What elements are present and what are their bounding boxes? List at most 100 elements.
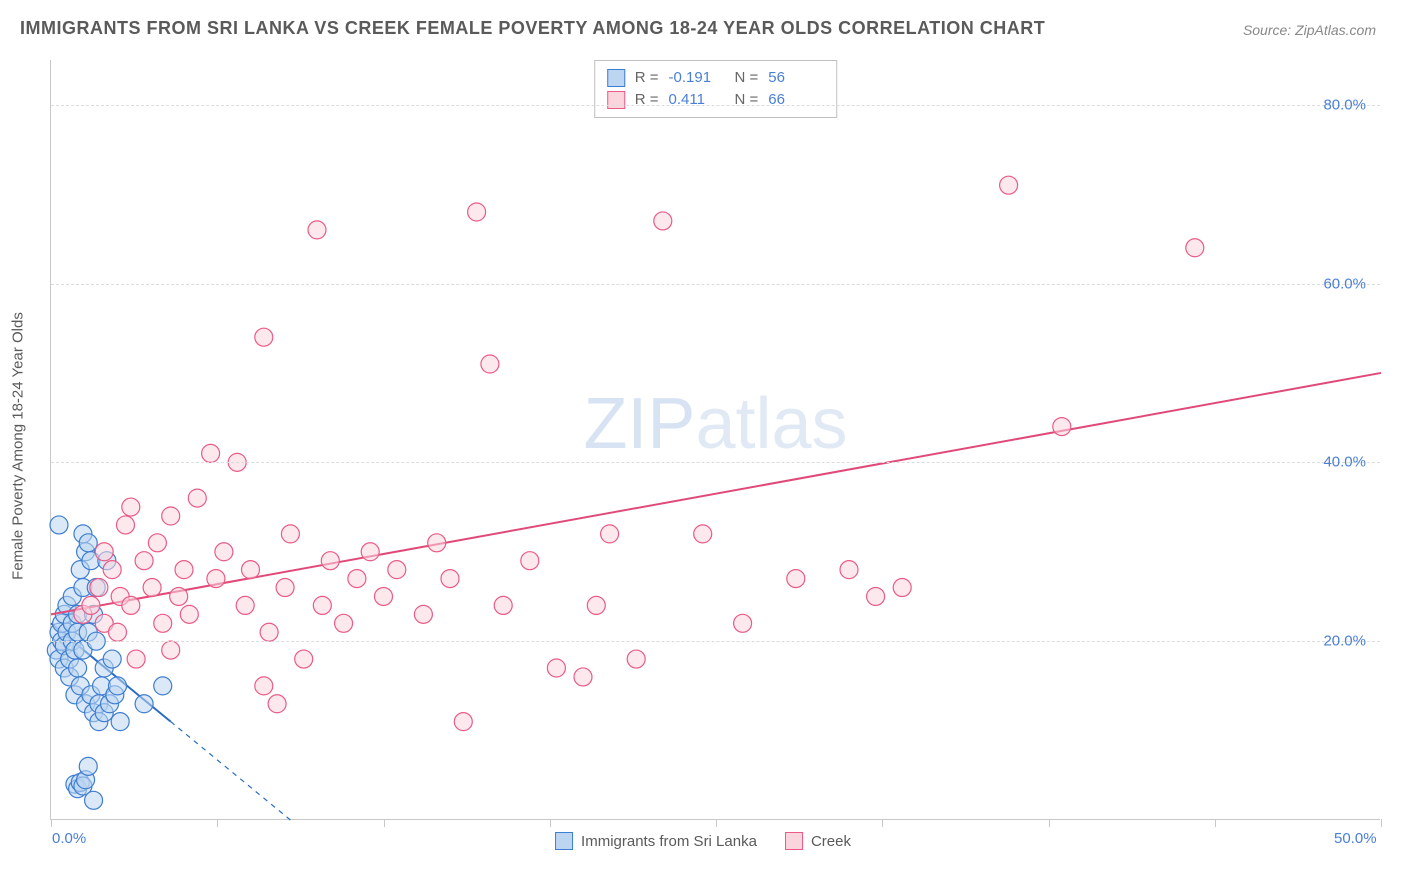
x-tick <box>1381 819 1382 827</box>
data-point <box>654 212 672 230</box>
data-point <box>428 534 446 552</box>
gridline <box>51 641 1380 642</box>
data-point <box>441 570 459 588</box>
r-legend-row: R = -0.191 N = 56 <box>607 67 825 89</box>
x-tick <box>1049 819 1050 827</box>
data-point <box>321 552 339 570</box>
swatch-icon <box>555 832 573 850</box>
correlation-legend-box: R = -0.191 N = 56 R = 0.411 N = 66 <box>594 60 838 118</box>
data-point <box>694 525 712 543</box>
x-tick <box>550 819 551 827</box>
gridline <box>51 105 1380 106</box>
data-point <box>162 507 180 525</box>
n-value: 56 <box>768 67 824 89</box>
x-tick-label: 50.0% <box>1334 830 1377 847</box>
data-point <box>260 623 278 641</box>
y-tick-label: 40.0% <box>1323 454 1366 471</box>
data-point <box>95 543 113 561</box>
data-point <box>103 650 121 668</box>
data-point <box>787 570 805 588</box>
source-attribution: Source: ZipAtlas.com <box>1243 22 1376 38</box>
data-point <box>414 605 432 623</box>
y-tick-label: 60.0% <box>1323 275 1366 292</box>
data-point <box>207 570 225 588</box>
data-point <box>255 328 273 346</box>
chart-title: IMMIGRANTS FROM SRI LANKA VS CREEK FEMAL… <box>20 18 1045 39</box>
data-point <box>135 552 153 570</box>
r-label: R = <box>635 89 659 111</box>
trend-line-dashed <box>171 722 291 820</box>
gridline <box>51 462 1380 463</box>
data-point <box>494 596 512 614</box>
data-point <box>734 614 752 632</box>
data-point <box>116 516 134 534</box>
data-point <box>135 695 153 713</box>
n-label: N = <box>735 67 759 89</box>
data-point <box>109 677 127 695</box>
data-point <box>454 713 472 731</box>
data-point <box>79 534 97 552</box>
x-tick <box>51 819 52 827</box>
data-point <box>361 543 379 561</box>
r-legend-row: R = 0.411 N = 66 <box>607 89 825 111</box>
data-point <box>143 579 161 597</box>
x-tick <box>882 819 883 827</box>
data-point <box>122 498 140 516</box>
data-point <box>127 650 145 668</box>
data-point <box>170 587 188 605</box>
data-point <box>627 650 645 668</box>
data-point <box>122 596 140 614</box>
swatch-icon <box>607 91 625 109</box>
data-point <box>90 579 108 597</box>
data-point <box>255 677 273 695</box>
swatch-icon <box>785 832 803 850</box>
data-point <box>547 659 565 677</box>
data-point <box>162 641 180 659</box>
data-point <box>1053 418 1071 436</box>
data-point <box>281 525 299 543</box>
legend-label: Creek <box>811 833 851 850</box>
data-point <box>867 587 885 605</box>
data-point <box>375 587 393 605</box>
data-point <box>1000 176 1018 194</box>
r-value: -0.191 <box>669 67 725 89</box>
n-value: 66 <box>768 89 824 111</box>
legend-label: Immigrants from Sri Lanka <box>581 833 757 850</box>
scatter-svg <box>51 60 1380 819</box>
data-point <box>348 570 366 588</box>
data-point <box>468 203 486 221</box>
data-point <box>601 525 619 543</box>
data-point <box>215 543 233 561</box>
data-point <box>268 695 286 713</box>
data-point <box>180 605 198 623</box>
chart-plot-area: ZIPatlas R =-0.191N =56R =0.411N =66 20.… <box>50 60 1380 820</box>
y-tick-label: 20.0% <box>1323 633 1366 650</box>
data-point <box>154 677 172 695</box>
series-legend: Immigrants from Sri Lanka Creek <box>555 832 851 850</box>
y-axis-label: Female Poverty Among 18-24 Year Olds <box>10 312 27 580</box>
data-point <box>154 614 172 632</box>
data-point <box>69 659 87 677</box>
data-point <box>175 561 193 579</box>
legend-item: Creek <box>785 832 851 850</box>
swatch-icon <box>607 69 625 87</box>
data-point <box>840 561 858 579</box>
data-point <box>388 561 406 579</box>
data-point <box>242 561 260 579</box>
x-tick <box>384 819 385 827</box>
y-tick-label: 80.0% <box>1323 96 1366 113</box>
x-tick-label: 0.0% <box>52 830 86 847</box>
n-label: N = <box>735 89 759 111</box>
data-point <box>50 516 68 534</box>
data-point <box>521 552 539 570</box>
r-label: R = <box>635 67 659 89</box>
data-point <box>82 596 100 614</box>
data-point <box>85 791 103 809</box>
data-point <box>109 623 127 641</box>
data-point <box>893 579 911 597</box>
x-tick <box>716 819 717 827</box>
data-point <box>276 579 294 597</box>
r-value: 0.411 <box>669 89 725 111</box>
x-tick <box>217 819 218 827</box>
x-tick <box>1215 819 1216 827</box>
